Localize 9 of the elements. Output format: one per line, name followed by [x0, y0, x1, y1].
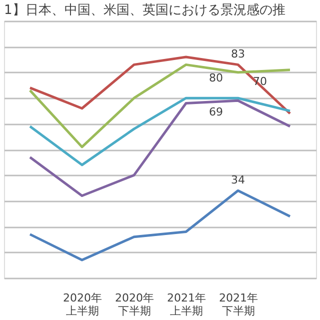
x-tick-label: 2020年下半期 [115, 292, 154, 318]
data-label: 83 [231, 48, 245, 61]
x-tick-label: 2020年上半期 [63, 292, 102, 318]
data-label: 80 [209, 71, 223, 84]
data-label: 69 [209, 106, 223, 119]
x-tick-label: 2021年下半期 [219, 292, 258, 318]
x-tick-label: 2021年上半期 [167, 292, 206, 318]
chart-title: 1】日本、中国、米国、英国における景況感の推 [4, 3, 286, 18]
data-label: 34 [231, 174, 245, 187]
